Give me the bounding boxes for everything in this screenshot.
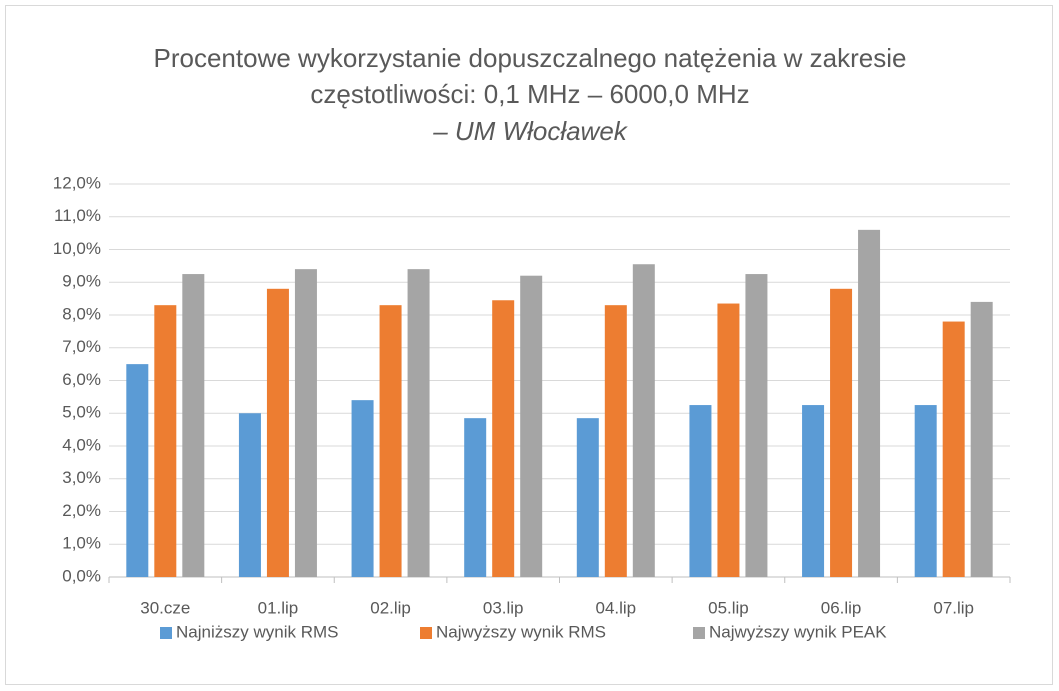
chart-frame xyxy=(5,5,1053,685)
bar xyxy=(294,269,317,577)
y-tick-label: 11,0% xyxy=(54,206,101,225)
bar xyxy=(379,305,402,577)
y-tick-label: 1,0% xyxy=(62,534,101,553)
x-tick-label: 05.lip xyxy=(708,598,749,617)
x-tick-label: 02.lip xyxy=(370,598,411,617)
x-tick-label: 01.lip xyxy=(258,598,299,617)
x-tick-label: 30.cze xyxy=(140,598,190,617)
bar xyxy=(830,288,853,577)
y-tick-label: 10,0% xyxy=(53,239,101,258)
y-tick-label: 12,0% xyxy=(53,173,101,192)
y-tick-label: 3,0% xyxy=(62,468,101,487)
legend-swatch xyxy=(693,627,705,639)
bar xyxy=(492,300,515,577)
y-tick-label: 7,0% xyxy=(62,337,101,356)
y-tick-label: 9,0% xyxy=(62,272,101,291)
legend-swatch xyxy=(160,627,172,639)
bar xyxy=(154,305,177,577)
y-tick-label: 2,0% xyxy=(62,501,101,520)
x-tick-label: 07.lip xyxy=(933,598,974,617)
y-tick-label: 8,0% xyxy=(62,304,101,323)
bar xyxy=(464,418,487,577)
bar xyxy=(520,275,543,577)
bar xyxy=(970,301,993,577)
bar xyxy=(604,305,627,577)
y-tick-label: 6,0% xyxy=(62,370,101,389)
bar xyxy=(632,264,655,577)
bar xyxy=(266,288,289,577)
bar xyxy=(914,405,937,577)
legend-label: Najniższy wynik RMS xyxy=(176,622,338,641)
legend-swatch xyxy=(420,627,432,639)
chart-subtitle: – UM Włocławek xyxy=(433,116,627,146)
bar xyxy=(126,364,149,577)
bar xyxy=(689,405,712,577)
bar xyxy=(407,269,430,577)
bar xyxy=(351,400,374,577)
bar xyxy=(745,274,768,577)
bar xyxy=(182,274,205,577)
legend-label: Najwyższy wynik PEAK xyxy=(709,622,887,641)
y-tick-label: 0,0% xyxy=(62,566,101,585)
x-tick-label: 03.lip xyxy=(483,598,524,617)
bar xyxy=(802,405,825,577)
bar xyxy=(717,303,740,577)
bar xyxy=(576,418,599,577)
x-tick-label: 04.lip xyxy=(595,598,636,617)
bar xyxy=(942,321,965,577)
y-tick-label: 5,0% xyxy=(62,403,101,422)
y-tick-label: 4,0% xyxy=(62,435,101,454)
x-tick-label: 06.lip xyxy=(821,598,862,617)
chart-title: Procentowe wykorzystanie dopuszczalnego … xyxy=(153,43,907,109)
bar xyxy=(858,229,881,577)
legend-label: Najwyższy wynik RMS xyxy=(436,622,606,641)
bar xyxy=(238,413,261,577)
